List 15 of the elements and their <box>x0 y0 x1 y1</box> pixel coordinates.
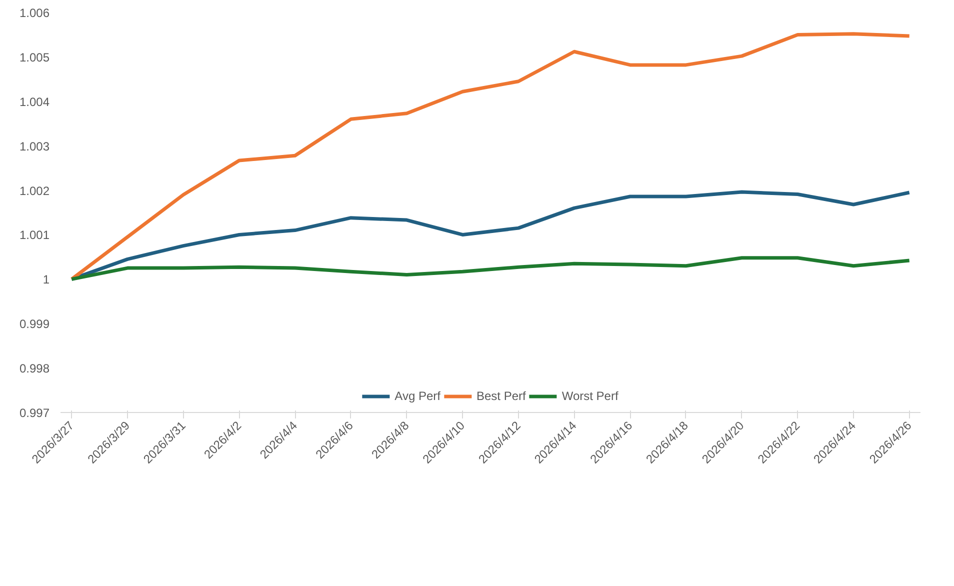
y-tick-label: 0.998 <box>19 362 50 376</box>
y-tick-label: 1.004 <box>19 94 50 109</box>
legend-label: Avg Perf <box>394 389 440 403</box>
y-tick-label: 1.002 <box>19 184 50 198</box>
y-tick-label: 0.999 <box>19 317 50 332</box>
line-series <box>70 32 912 281</box>
y-tick-label: 1.001 <box>19 228 50 242</box>
y-tick-label: 1.003 <box>19 139 50 154</box>
legend-label: Best Perf <box>476 389 526 403</box>
legend-label: Worst Perf <box>562 389 618 403</box>
y-tick-label: 1.005 <box>19 50 50 64</box>
y-tick-label: 0.997 <box>19 406 50 420</box>
y-tick-label: 1 <box>42 272 50 287</box>
line-series <box>70 256 912 281</box>
y-tick-label: 1.006 <box>19 6 50 20</box>
